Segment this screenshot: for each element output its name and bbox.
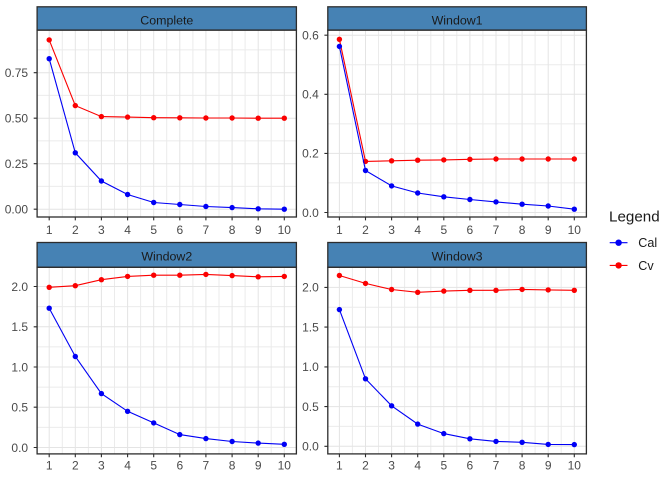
svg-text:4: 4 xyxy=(414,223,421,237)
svg-text:7: 7 xyxy=(493,459,500,473)
svg-text:1: 1 xyxy=(336,459,343,473)
svg-text:7: 7 xyxy=(493,223,500,237)
svg-text:6: 6 xyxy=(176,223,183,237)
svg-text:5: 5 xyxy=(440,459,447,473)
svg-text:5: 5 xyxy=(150,223,157,237)
svg-text:0.5: 0.5 xyxy=(11,401,28,415)
svg-text:10: 10 xyxy=(278,223,292,237)
svg-text:8: 8 xyxy=(229,459,236,473)
svg-text:2.0: 2.0 xyxy=(302,281,319,295)
svg-text:7: 7 xyxy=(203,223,210,237)
svg-text:Cal: Cal xyxy=(638,236,657,250)
svg-text:4: 4 xyxy=(124,223,131,237)
svg-text:1: 1 xyxy=(336,223,343,237)
svg-text:9: 9 xyxy=(545,459,552,473)
svg-text:Window3: Window3 xyxy=(432,249,483,263)
svg-text:Complete: Complete xyxy=(140,14,193,28)
svg-text:2: 2 xyxy=(362,459,369,473)
svg-text:1.0: 1.0 xyxy=(11,360,28,374)
svg-text:9: 9 xyxy=(545,223,552,237)
svg-text:0.75: 0.75 xyxy=(5,66,29,80)
svg-text:0.0: 0.0 xyxy=(302,206,319,220)
svg-text:8: 8 xyxy=(519,459,526,473)
svg-text:0.2: 0.2 xyxy=(302,147,319,161)
svg-text:0.6: 0.6 xyxy=(302,29,319,43)
svg-text:1.5: 1.5 xyxy=(11,320,28,334)
svg-text:9: 9 xyxy=(255,223,262,237)
svg-text:6: 6 xyxy=(467,223,474,237)
svg-text:0.5: 0.5 xyxy=(302,400,319,414)
svg-text:3: 3 xyxy=(388,223,395,237)
svg-text:5: 5 xyxy=(150,459,157,473)
svg-text:1.5: 1.5 xyxy=(302,320,319,334)
svg-text:6: 6 xyxy=(176,459,183,473)
svg-text:4: 4 xyxy=(124,459,131,473)
svg-text:0.0: 0.0 xyxy=(302,440,319,454)
svg-text:Cv: Cv xyxy=(638,259,654,273)
svg-text:1: 1 xyxy=(46,223,53,237)
svg-text:8: 8 xyxy=(229,223,236,237)
svg-text:0.50: 0.50 xyxy=(5,112,29,126)
svg-text:2: 2 xyxy=(362,223,369,237)
svg-text:0.25: 0.25 xyxy=(5,157,29,171)
svg-text:Legend: Legend xyxy=(609,209,660,226)
svg-text:3: 3 xyxy=(98,459,105,473)
svg-text:2: 2 xyxy=(72,459,79,473)
svg-text:10: 10 xyxy=(278,459,292,473)
svg-text:1: 1 xyxy=(46,459,53,473)
svg-text:10: 10 xyxy=(568,459,582,473)
svg-text:4: 4 xyxy=(414,459,421,473)
svg-text:0.0: 0.0 xyxy=(11,441,28,455)
svg-text:3: 3 xyxy=(98,223,105,237)
svg-text:2.0: 2.0 xyxy=(11,280,28,294)
svg-text:0.4: 0.4 xyxy=(302,88,319,102)
svg-text:3: 3 xyxy=(388,459,395,473)
svg-text:10: 10 xyxy=(568,223,582,237)
svg-text:0.00: 0.00 xyxy=(5,203,29,217)
svg-text:Window1: Window1 xyxy=(432,14,483,28)
svg-text:2: 2 xyxy=(72,223,79,237)
svg-text:7: 7 xyxy=(203,459,210,473)
svg-text:Window2: Window2 xyxy=(141,249,192,263)
svg-text:5: 5 xyxy=(440,223,447,237)
svg-text:1.0: 1.0 xyxy=(302,360,319,374)
svg-text:9: 9 xyxy=(255,459,262,473)
svg-text:6: 6 xyxy=(467,459,474,473)
svg-text:8: 8 xyxy=(519,223,526,237)
